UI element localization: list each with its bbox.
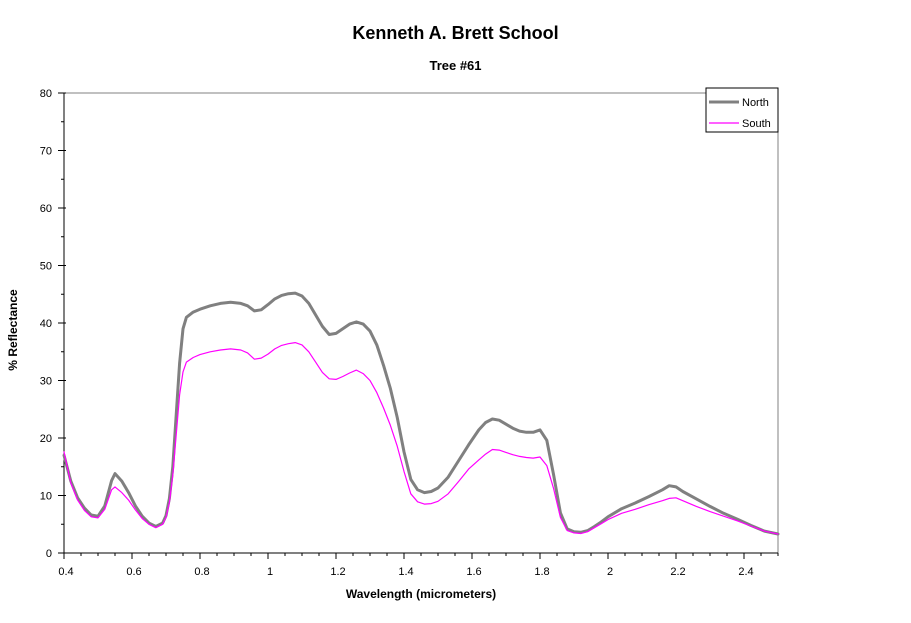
x-tick-label: 1.6	[466, 566, 481, 578]
x-tick-label: 2	[607, 566, 613, 578]
legend-box	[705, 87, 779, 133]
y-tick-label: 40	[40, 318, 52, 330]
series-line-north	[62, 291, 780, 536]
y-tick-label: 50	[40, 261, 52, 273]
x-tick-label: 2.2	[670, 566, 685, 578]
x-axis-title: Wavelength (micrometers)	[345, 587, 497, 601]
series-lines	[62, 291, 780, 536]
series-line-south	[63, 342, 779, 535]
x-tick-label: 0.8	[194, 566, 209, 578]
y-tick-label: 10	[40, 491, 52, 503]
legend: North South	[705, 87, 779, 133]
y-tick-label: 20	[40, 433, 52, 445]
x-tick-label: 0.6	[126, 566, 141, 578]
y-axis-title: % Reflectance	[6, 289, 20, 371]
x-tick-label: 0.4	[58, 566, 73, 578]
y-tick-label: 0	[46, 548, 52, 560]
y-tick-labels: 0 10 20 30 40 50 60 70 80	[40, 88, 52, 560]
legend-label-north: North	[742, 97, 769, 109]
x-tick-label: 2.4	[738, 566, 753, 578]
x-tick-labels: 0.4 0.6 0.8 1 1.2 1.4 1.6 1.8 2 2.2 2.4	[58, 566, 753, 578]
x-ticks	[63, 553, 779, 559]
x-tick-label: 1.8	[534, 566, 549, 578]
y-ticks	[58, 92, 66, 554]
y-tick-label: 60	[40, 203, 52, 215]
y-tick-label: 30	[40, 376, 52, 388]
chart-title: Kenneth A. Brett School	[352, 23, 559, 43]
y-tick-label: 80	[40, 88, 52, 100]
chart-subtitle: Tree #61	[429, 58, 482, 73]
x-tick-label: 1.4	[398, 566, 413, 578]
y-tick-label: 70	[40, 146, 52, 158]
x-tick-label: 1	[267, 566, 273, 578]
x-tick-label: 1.2	[330, 566, 345, 578]
legend-label-south: South	[742, 118, 771, 130]
